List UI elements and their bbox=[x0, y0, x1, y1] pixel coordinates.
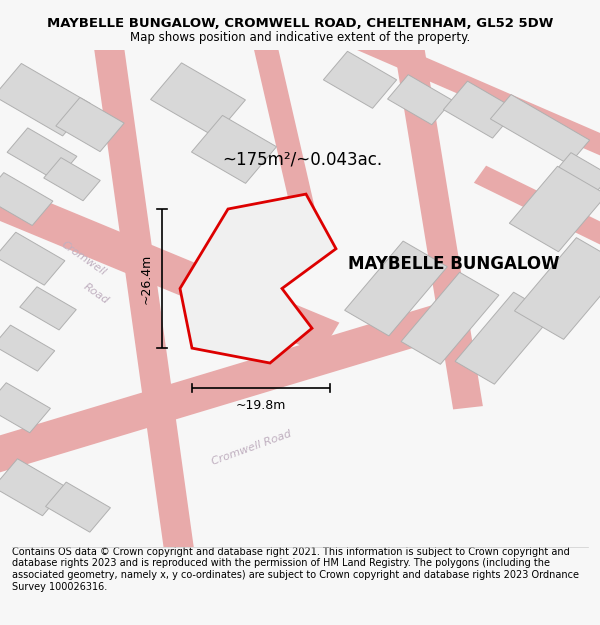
Polygon shape bbox=[0, 64, 90, 136]
Text: Cromwell: Cromwell bbox=[60, 239, 108, 278]
Polygon shape bbox=[554, 152, 600, 196]
Text: Contains OS data © Crown copyright and database right 2021. This information is : Contains OS data © Crown copyright and d… bbox=[12, 547, 579, 592]
Polygon shape bbox=[93, 39, 195, 558]
Polygon shape bbox=[509, 166, 600, 252]
Polygon shape bbox=[514, 238, 600, 339]
Polygon shape bbox=[0, 174, 340, 354]
Polygon shape bbox=[490, 94, 590, 164]
Polygon shape bbox=[252, 38, 324, 251]
Polygon shape bbox=[323, 51, 397, 108]
Text: ~19.8m: ~19.8m bbox=[236, 399, 286, 412]
Text: ~26.4m: ~26.4m bbox=[140, 254, 153, 304]
Polygon shape bbox=[46, 482, 110, 532]
Polygon shape bbox=[443, 81, 517, 138]
Polygon shape bbox=[388, 74, 452, 125]
Polygon shape bbox=[44, 158, 100, 201]
Text: Road: Road bbox=[82, 281, 110, 306]
Text: MAYBELLE BUNGALOW, CROMWELL ROAD, CHELTENHAM, GL52 5DW: MAYBELLE BUNGALOW, CROMWELL ROAD, CHELTE… bbox=[47, 18, 553, 30]
Polygon shape bbox=[0, 382, 50, 432]
Text: MAYBELLE BUNGALOW: MAYBELLE BUNGALOW bbox=[348, 254, 560, 272]
Polygon shape bbox=[401, 272, 499, 364]
Polygon shape bbox=[474, 166, 600, 248]
Text: Map shows position and indicative extent of the property.: Map shows position and indicative extent… bbox=[130, 31, 470, 44]
Polygon shape bbox=[0, 325, 55, 371]
Polygon shape bbox=[455, 292, 553, 384]
Polygon shape bbox=[180, 194, 336, 363]
Polygon shape bbox=[56, 98, 124, 152]
Polygon shape bbox=[393, 38, 483, 409]
Polygon shape bbox=[344, 241, 448, 336]
Polygon shape bbox=[0, 459, 67, 516]
Polygon shape bbox=[191, 116, 277, 183]
Polygon shape bbox=[0, 232, 65, 285]
Polygon shape bbox=[0, 302, 457, 474]
Polygon shape bbox=[151, 63, 245, 136]
Polygon shape bbox=[355, 31, 600, 158]
Polygon shape bbox=[20, 287, 76, 330]
Polygon shape bbox=[0, 173, 53, 226]
Text: Cromwell Road: Cromwell Road bbox=[211, 428, 293, 467]
Text: ~175m²/~0.043ac.: ~175m²/~0.043ac. bbox=[222, 150, 382, 168]
Polygon shape bbox=[7, 128, 77, 181]
